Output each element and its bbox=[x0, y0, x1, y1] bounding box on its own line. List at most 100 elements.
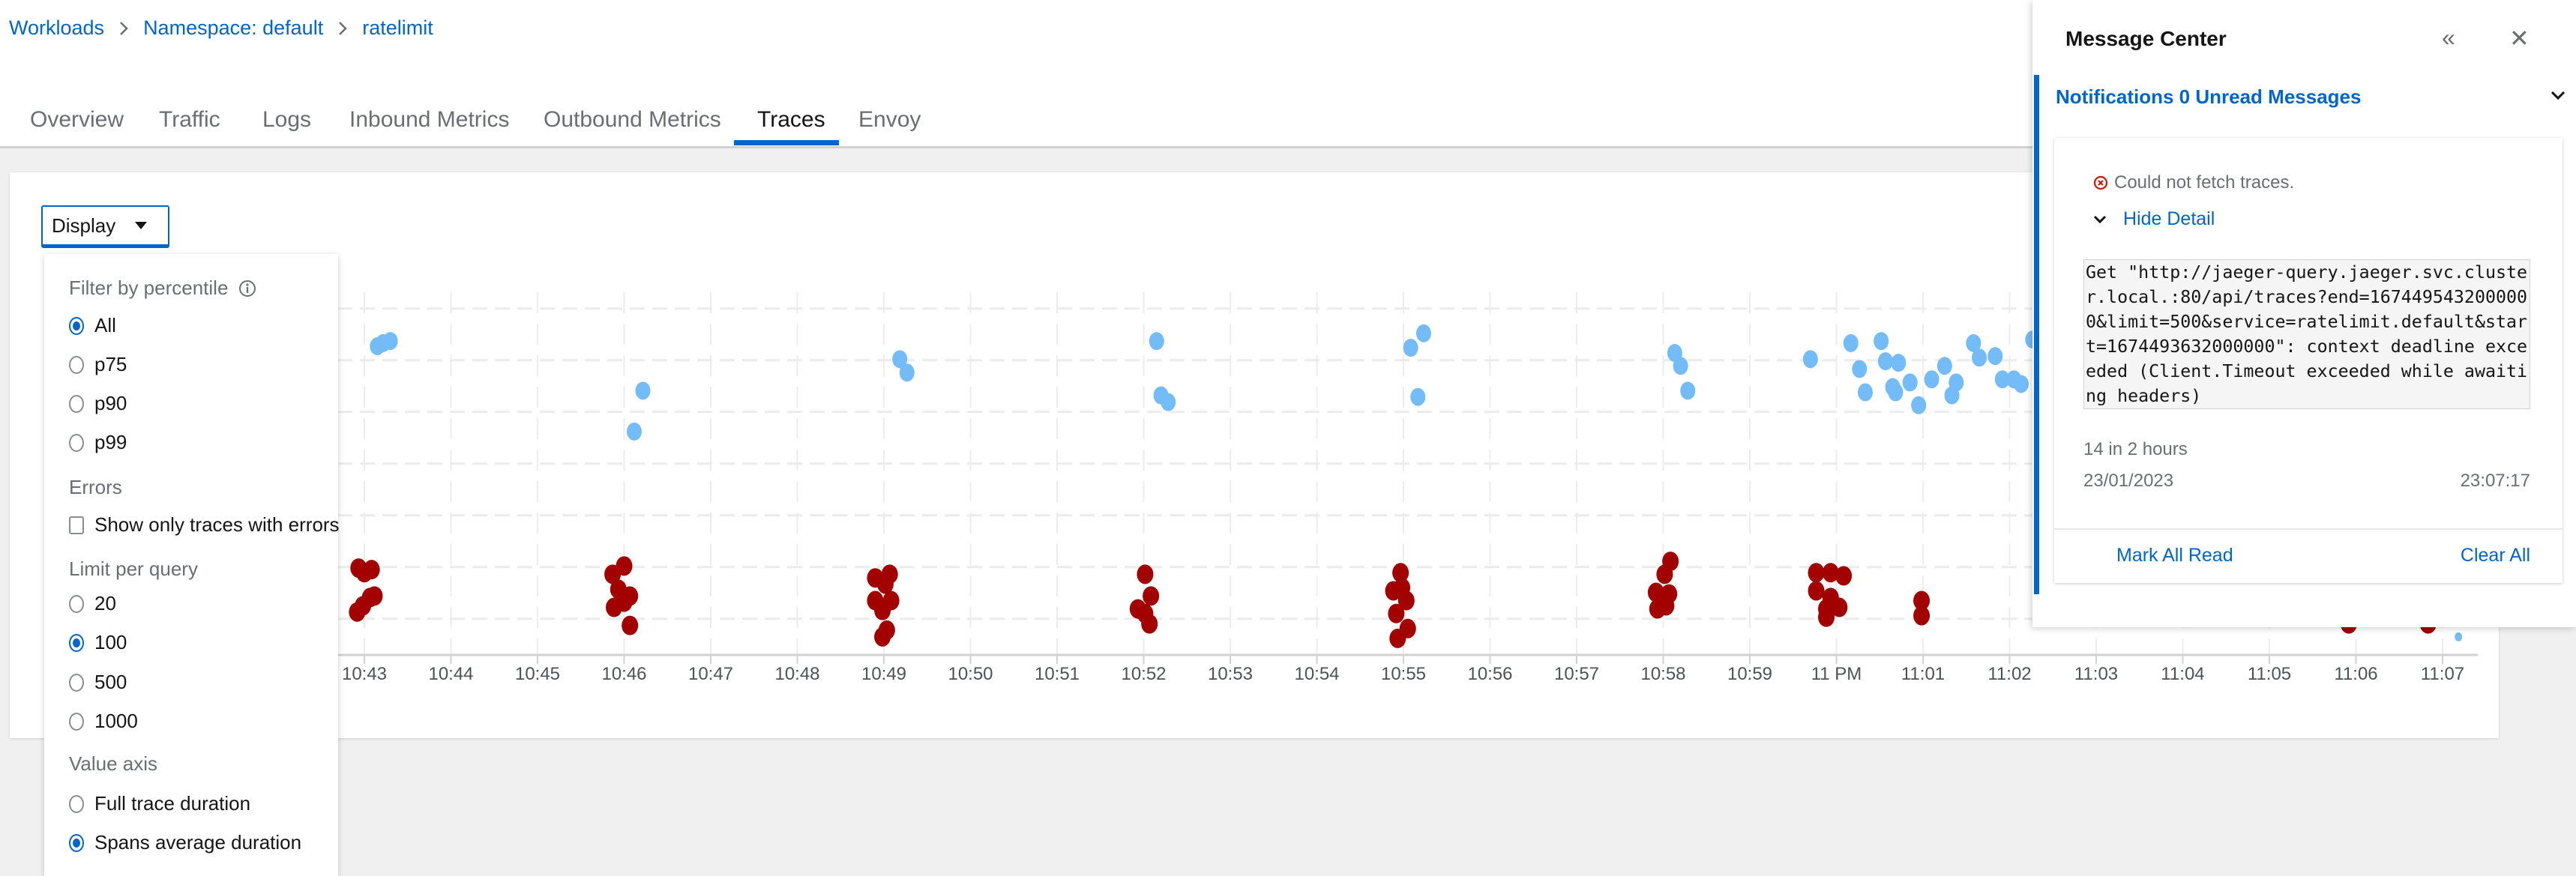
percentile-all-radio[interactable]: All bbox=[69, 314, 116, 337]
option-label: Full trace duration bbox=[94, 792, 251, 815]
limit-500-radio[interactable]: 500 bbox=[69, 671, 127, 694]
trace-point bbox=[1161, 393, 1176, 411]
chevron-down-icon bbox=[2093, 215, 2107, 223]
radio[interactable] bbox=[69, 355, 84, 374]
radio-selected[interactable] bbox=[69, 633, 84, 652]
x-tick-label: 10:54 bbox=[1294, 664, 1339, 684]
clear-all-button[interactable]: Clear All bbox=[2460, 545, 2530, 566]
trace-point bbox=[1680, 381, 1696, 400]
x-tick-label: 10:45 bbox=[515, 664, 560, 684]
x-tick-label: 10:46 bbox=[601, 664, 646, 684]
radio[interactable] bbox=[69, 594, 84, 613]
option-label: 500 bbox=[94, 671, 127, 693]
trace-point bbox=[1888, 383, 1904, 402]
display-dropdown-toggle[interactable]: Display bbox=[41, 205, 169, 248]
trace-point bbox=[1902, 373, 1918, 392]
trace-point bbox=[1410, 387, 1426, 406]
value-axis-full-radio[interactable]: Full trace duration bbox=[69, 792, 250, 815]
percentile-p90-radio[interactable]: p90 bbox=[69, 392, 127, 415]
trace-point bbox=[382, 332, 398, 351]
trace-point bbox=[1415, 324, 1431, 342]
chevron-down-icon[interactable] bbox=[2550, 87, 2566, 103]
breadcrumb-namespace[interactable]: Namespace: default bbox=[143, 16, 324, 39]
message-center-footer: Mark All Read Clear All bbox=[2054, 528, 2563, 584]
trace-point bbox=[1972, 348, 1987, 367]
x-tick-label: 10:47 bbox=[688, 664, 733, 684]
breadcrumb-workloads[interactable]: Workloads bbox=[9, 16, 105, 39]
x-tick-label: 10:55 bbox=[1381, 664, 1426, 684]
option-label: Show only traces with errors bbox=[94, 513, 340, 536]
trace-point bbox=[892, 350, 908, 369]
error-trace-point bbox=[363, 560, 380, 580]
close-icon[interactable]: ✕ bbox=[2509, 25, 2530, 52]
trace-point bbox=[1149, 332, 1164, 351]
value-axis-spans-radio[interactable]: Spans average duration bbox=[69, 831, 301, 854]
tab-envoy[interactable]: Envoy bbox=[858, 107, 921, 132]
trace-point bbox=[1852, 360, 1868, 378]
error-trace-point bbox=[616, 592, 633, 612]
limit-20-radio[interactable]: 20 bbox=[69, 592, 116, 615]
tab-overview[interactable]: Overview bbox=[30, 107, 124, 132]
error-trace-point bbox=[1385, 581, 1402, 601]
error-trace-point bbox=[1143, 586, 1160, 606]
option-label: 20 bbox=[94, 592, 116, 614]
error-trace-point bbox=[366, 586, 383, 606]
errors-heading: Errors bbox=[69, 476, 122, 498]
radio-selected[interactable] bbox=[69, 316, 84, 335]
radio-selected[interactable] bbox=[69, 833, 84, 852]
chevron-right-icon bbox=[339, 21, 347, 35]
breadcrumb-ratelimit[interactable]: ratelimit bbox=[362, 16, 433, 39]
percentile-p75-radio[interactable]: p75 bbox=[69, 353, 127, 376]
x-tick-label: 10:57 bbox=[1554, 664, 1599, 684]
x-tick-label: 10:59 bbox=[1727, 664, 1772, 684]
error-trace-point bbox=[1818, 607, 1835, 627]
error-trace-point bbox=[1656, 564, 1673, 584]
tab-traffic[interactable]: Traffic bbox=[159, 107, 220, 132]
errors-only-checkbox[interactable]: Show only traces with errors bbox=[69, 513, 340, 537]
expand-double-angle-icon[interactable]: « bbox=[2442, 24, 2455, 51]
x-tick-label: 11:01 bbox=[1901, 664, 1945, 684]
notification-message: Could not fetch traces. Hide Detail Get … bbox=[2054, 138, 2563, 583]
trace-point bbox=[1948, 373, 1964, 392]
error-detail: Get "http://jaeger-query.jaeger.svc.clus… bbox=[2083, 259, 2530, 409]
error-trace-point bbox=[1835, 566, 1853, 586]
radio[interactable] bbox=[69, 673, 84, 692]
x-tick-label: 11:07 bbox=[2421, 664, 2464, 684]
radio[interactable] bbox=[69, 394, 84, 413]
trace-point bbox=[1802, 350, 1818, 369]
tab-outbound-metrics[interactable]: Outbound Metrics bbox=[544, 107, 721, 132]
checkbox[interactable] bbox=[69, 516, 84, 534]
error-trace-point bbox=[1137, 564, 1154, 584]
limit-heading: Limit per query bbox=[69, 558, 198, 580]
tab-logs[interactable]: Logs bbox=[262, 107, 312, 132]
percentile-p99-radio[interactable]: p99 bbox=[69, 431, 127, 454]
error-trace-point bbox=[1388, 603, 1405, 623]
mark-all-read-button[interactable]: Mark All Read bbox=[2116, 545, 2233, 566]
option-label: Spans average duration bbox=[94, 831, 302, 854]
message-date: 23/01/2023 bbox=[2083, 471, 2174, 491]
value-axis-heading: Value axis bbox=[69, 752, 158, 775]
error-trace-point bbox=[874, 626, 891, 647]
option-label: p99 bbox=[94, 431, 127, 453]
radio[interactable] bbox=[69, 433, 84, 452]
limit-100-radio[interactable]: 100 bbox=[69, 631, 127, 654]
radio[interactable] bbox=[69, 794, 84, 813]
radio[interactable] bbox=[69, 712, 84, 731]
info-icon[interactable] bbox=[238, 280, 256, 297]
option-label: p90 bbox=[94, 392, 127, 414]
limit-1000-radio[interactable]: 1000 bbox=[69, 710, 138, 733]
option-label: 1000 bbox=[94, 710, 138, 732]
notifications-group-toggle[interactable]: Notifications 0 Unread Messages bbox=[2056, 85, 2362, 108]
x-tick-label: 10:58 bbox=[1640, 664, 1685, 684]
error-trace-point bbox=[355, 596, 372, 616]
error-trace-point bbox=[1808, 563, 1825, 583]
hide-detail-toggle[interactable]: Hide Detail bbox=[2093, 208, 2215, 230]
trace-point bbox=[1994, 370, 2010, 389]
message-center-title: Message Center bbox=[2065, 27, 2227, 50]
display-menu: Filter by percentile All p75 p90 p99 Err… bbox=[44, 254, 340, 876]
tab-traces[interactable]: Traces bbox=[757, 107, 825, 132]
tab-inbound-metrics[interactable]: Inbound Metrics bbox=[349, 107, 510, 132]
error-trace-point bbox=[622, 615, 639, 635]
trace-point bbox=[1403, 339, 1418, 357]
